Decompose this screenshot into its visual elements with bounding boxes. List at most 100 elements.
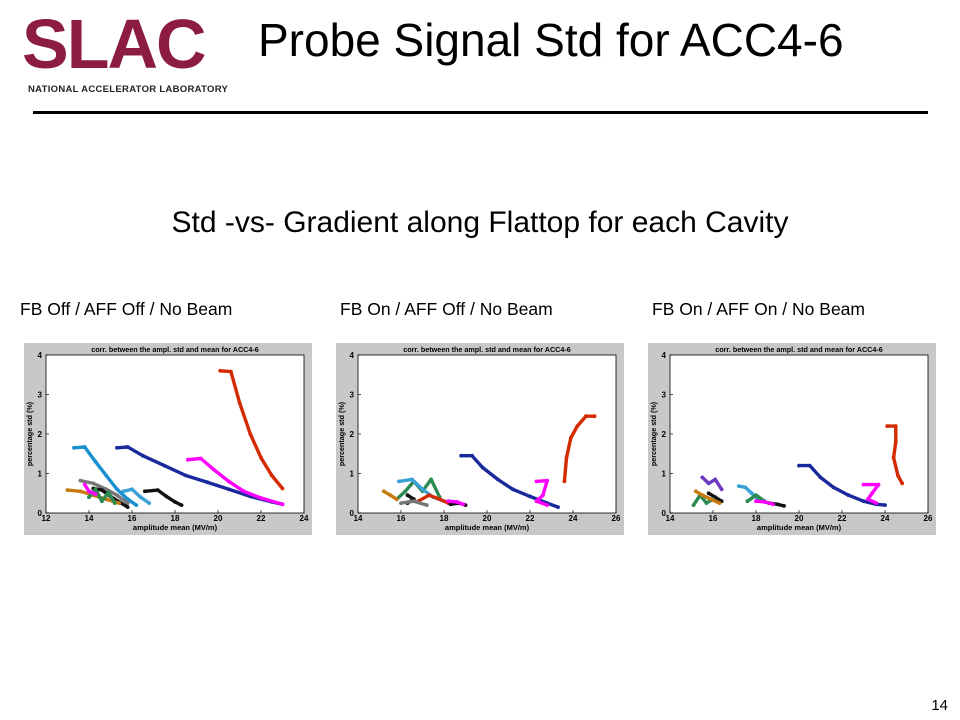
- x-tick-label: 20: [214, 514, 223, 523]
- data-point: [237, 400, 242, 405]
- data-point: [459, 453, 464, 458]
- y-tick-label: 0: [662, 509, 667, 518]
- data-point: [749, 491, 754, 496]
- data-point: [564, 455, 569, 460]
- plot-area: [45, 354, 305, 514]
- data-point: [762, 500, 767, 504]
- data-point: [455, 500, 459, 504]
- x-tick-label: 24: [569, 514, 578, 523]
- data-point: [218, 368, 223, 373]
- y-tick-label: 4: [350, 351, 355, 360]
- data-point: [870, 491, 874, 496]
- data-point: [885, 424, 890, 428]
- x-tick-label: 26: [612, 514, 621, 523]
- panel-label-3: FB On / AFF On / No Beam: [652, 299, 865, 319]
- data-point: [706, 481, 711, 486]
- data-point: [87, 489, 91, 494]
- data-point: [82, 445, 87, 449]
- data-point: [893, 424, 898, 428]
- data-point: [700, 475, 705, 480]
- data-point: [818, 475, 823, 480]
- data-point: [388, 493, 393, 498]
- page-number: 14: [931, 697, 948, 714]
- y-tick-label: 1: [350, 470, 355, 479]
- data-point: [891, 455, 896, 460]
- data-point: [403, 489, 408, 494]
- data-point: [568, 436, 573, 440]
- data-point: [541, 493, 545, 498]
- plot-area: [357, 354, 617, 514]
- data-point: [846, 493, 851, 498]
- data-point: [226, 479, 231, 484]
- data-point: [743, 485, 748, 490]
- data-point: [106, 490, 111, 495]
- series-line-2: [459, 454, 560, 509]
- panel-label-1: FB Off / AFF Off / No Beam: [20, 299, 233, 319]
- data-point: [117, 501, 121, 505]
- data-point: [173, 500, 177, 504]
- data-point: [528, 494, 532, 499]
- data-point: [259, 496, 263, 500]
- data-point: [495, 477, 500, 482]
- data-point: [82, 482, 87, 487]
- data-point: [448, 502, 453, 507]
- data-point: [130, 487, 134, 492]
- slide-subtitle: Std -vs- Gradient along Flattop for each…: [171, 206, 789, 239]
- data-point: [164, 494, 169, 499]
- x-axis-label: amplitude mean (MV/m): [445, 523, 530, 532]
- data-point: [100, 488, 104, 492]
- x-tick-label: 24: [881, 514, 890, 523]
- data-point: [704, 501, 709, 505]
- data-point: [93, 492, 98, 496]
- chart-svg: corr. between the ampl. std and mean for…: [336, 343, 624, 535]
- y-tick-label: 4: [38, 351, 43, 360]
- data-point: [775, 502, 780, 507]
- data-point: [115, 445, 119, 450]
- data-point: [700, 493, 705, 498]
- data-point: [138, 495, 143, 500]
- y-axis-label: percentage std (%): [25, 401, 34, 466]
- chart-1: corr. between the ampl. std and mean for…: [24, 343, 312, 535]
- y-tick-label: 2: [350, 430, 355, 439]
- data-point: [584, 414, 588, 419]
- data-point: [510, 487, 515, 492]
- data-point: [427, 493, 431, 498]
- x-tick-label: 18: [440, 514, 449, 523]
- data-point: [745, 499, 750, 504]
- data-point: [461, 502, 466, 507]
- data-point: [179, 503, 184, 507]
- plot-area: [669, 354, 929, 514]
- data-point: [534, 499, 539, 504]
- data-point: [100, 499, 104, 504]
- series-line-4: [700, 475, 724, 491]
- data-point: [429, 477, 433, 482]
- data-point: [831, 485, 836, 490]
- data-point: [93, 459, 98, 464]
- data-point: [545, 478, 550, 483]
- data-point: [280, 486, 285, 491]
- data-point: [72, 445, 76, 450]
- data-point: [104, 487, 109, 492]
- data-point: [883, 503, 887, 507]
- series-line-7: [416, 493, 450, 505]
- y-tick-label: 3: [38, 391, 43, 400]
- data-point: [736, 484, 741, 488]
- data-point: [226, 487, 231, 492]
- data-point: [198, 456, 203, 461]
- x-tick-label: 22: [257, 514, 266, 523]
- data-point: [562, 479, 567, 484]
- data-point: [112, 501, 117, 505]
- data-point: [162, 463, 167, 468]
- panel-label-2: FB On / AFF Off / No Beam: [340, 299, 553, 319]
- data-point: [87, 495, 91, 500]
- data-point: [143, 489, 147, 494]
- data-point: [381, 489, 386, 494]
- data-point: [121, 489, 126, 494]
- x-tick-label: 14: [666, 514, 675, 523]
- x-tick-label: 16: [397, 514, 406, 523]
- chart-title: corr. between the ampl. std and mean for…: [715, 345, 882, 354]
- data-point: [861, 499, 866, 504]
- y-tick-label: 3: [662, 391, 667, 400]
- data-point: [241, 489, 246, 494]
- data-point: [140, 453, 145, 458]
